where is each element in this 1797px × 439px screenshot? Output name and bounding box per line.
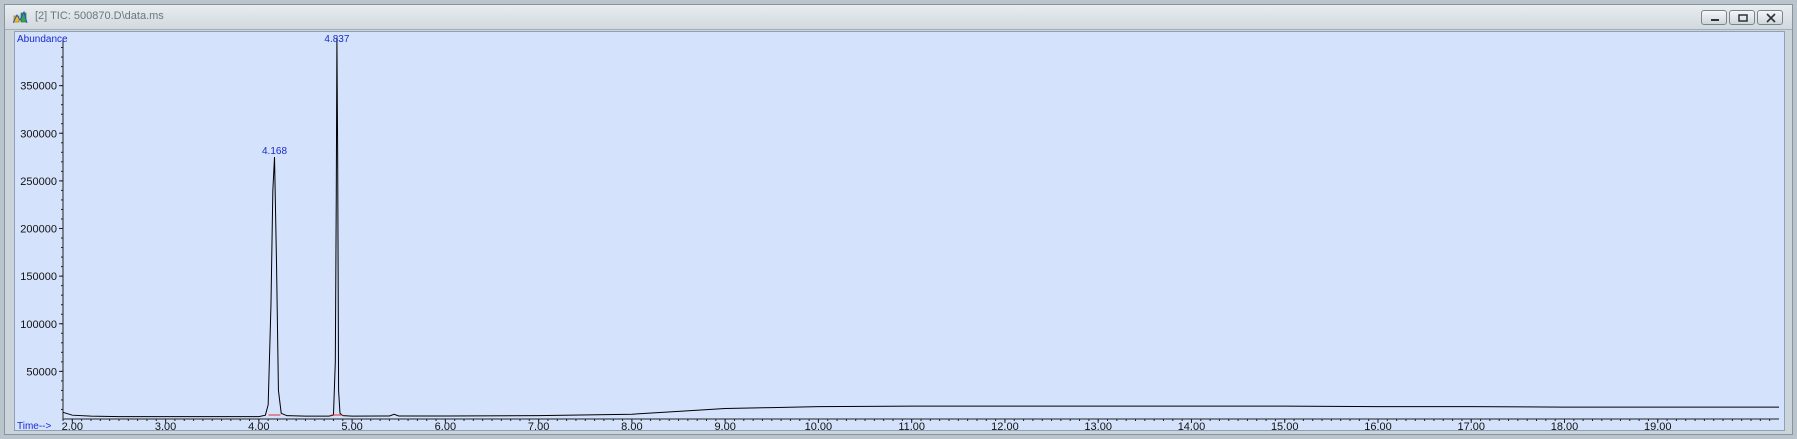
title-bar[interactable]: [2] TIC: 500870.D\data.ms bbox=[5, 5, 1792, 30]
x-tick-label: 2.00 bbox=[62, 421, 83, 430]
y-tick-label: 200000 bbox=[20, 224, 57, 236]
x-tick-label: 4.00 bbox=[248, 421, 269, 430]
peak-label: 4.837 bbox=[324, 34, 349, 45]
y-tick-label: 100000 bbox=[20, 319, 57, 331]
close-icon bbox=[1766, 13, 1776, 23]
peak-label: 4.168 bbox=[262, 146, 287, 157]
x-tick-label: 13.00 bbox=[1084, 421, 1112, 430]
restore-icon bbox=[1738, 14, 1748, 22]
trace-layer bbox=[62, 37, 1779, 418]
x-tick-label: 11.00 bbox=[898, 421, 925, 430]
chromatogram-chart: 50000 100000 150000 200000 250000 300000 35000… bbox=[17, 34, 1779, 430]
y-tick-label: 300000 bbox=[20, 128, 57, 140]
plot-area[interactable]: 50000 100000 150000 200000 250000 300000 35000… bbox=[14, 31, 1785, 431]
chromatogram-window: [2] TIC: 500870.D\data.ms 50000 100000 150… bbox=[4, 4, 1793, 435]
x-tick-label: 15.00 bbox=[1271, 421, 1299, 430]
y-axis-label: Abundance bbox=[17, 34, 68, 45]
x-tick-label: 16.00 bbox=[1364, 421, 1392, 430]
axes: 50000 100000 150000 200000 250000 300000 35000… bbox=[17, 34, 1779, 430]
x-tick-label: 17.00 bbox=[1457, 421, 1485, 430]
close-button[interactable] bbox=[1757, 10, 1783, 25]
x-axis-label: Time--> bbox=[17, 421, 52, 430]
x-tick-label: 9.00 bbox=[714, 421, 735, 430]
x-tick-label: 6.00 bbox=[435, 421, 456, 430]
y-tick-label: 350000 bbox=[20, 81, 57, 93]
label-layer: 4.168 4.837 bbox=[262, 34, 350, 416]
y-tick-label: 150000 bbox=[20, 271, 57, 283]
x-tick-label: 14.00 bbox=[1178, 421, 1206, 430]
tic-trace-line bbox=[62, 37, 1779, 418]
window-title: [2] TIC: 500870.D\data.ms bbox=[35, 10, 164, 22]
x-tick-label: 3.00 bbox=[155, 421, 176, 430]
chromatogram-app-icon bbox=[12, 10, 28, 24]
minimize-icon bbox=[1711, 19, 1719, 21]
y-tick-label: 50000 bbox=[26, 366, 57, 378]
x-tick-label: 5.00 bbox=[341, 421, 362, 430]
x-tick-label: 7.00 bbox=[528, 421, 549, 430]
minimize-button[interactable] bbox=[1701, 10, 1727, 25]
restore-button[interactable] bbox=[1729, 10, 1755, 25]
x-tick-label: 19.00 bbox=[1644, 421, 1672, 430]
x-tick-label: 18.00 bbox=[1551, 421, 1579, 430]
x-tick-label: 12.00 bbox=[991, 421, 1019, 430]
y-tick-label: 250000 bbox=[20, 176, 57, 188]
x-tick-label: 10.00 bbox=[805, 421, 833, 430]
x-tick-label: 8.00 bbox=[621, 421, 642, 430]
